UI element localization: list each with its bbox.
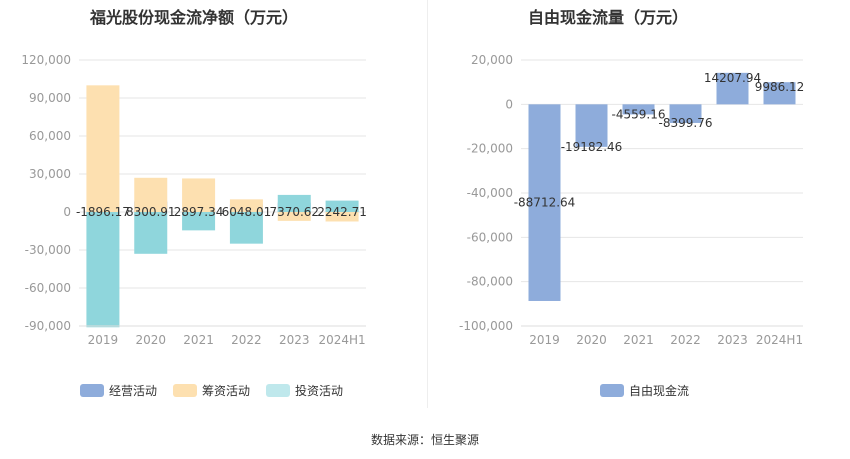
- panel-divider: [427, 0, 428, 408]
- x-tick-label: 2023: [279, 333, 310, 347]
- legend-swatch-investing: [266, 384, 291, 397]
- bar-right-s0-2019: [528, 104, 561, 301]
- bar-right-s0-2020: [575, 104, 608, 147]
- data-label: -19182.46: [561, 140, 623, 154]
- legend-label-free-cash-flow: 自由现金流: [629, 384, 690, 398]
- left-chart-title: 福光股份现金流净额（万元）: [90, 8, 299, 27]
- y-tick-label: -60,000: [467, 230, 513, 244]
- bar-left-s2-2022: [229, 212, 263, 244]
- legend-swatch-operating: [80, 384, 104, 397]
- y-tick-label: 0: [505, 97, 513, 111]
- bar-left-s1-2020: [134, 177, 168, 212]
- x-tick-label: 2024H1: [318, 333, 365, 347]
- right-chart: 20,000 0 -20,000 -40,000 -60,000 -80,000 -100,…: [459, 53, 805, 347]
- y-tick-label: -80,000: [467, 275, 513, 289]
- y-tick-label: 0: [63, 205, 71, 219]
- data-source: 数据来源：恒生聚源: [370, 433, 479, 447]
- legend-label-investing: 投资活动: [295, 384, 344, 398]
- left-chart: 120,000 90,000 60,000 30,000 0 -30,000 -60,000…: [21, 53, 367, 347]
- y-tick-label: -30,000: [25, 243, 71, 257]
- bar-left-s1-2021: [182, 178, 216, 212]
- data-label: 6048.01: [222, 205, 272, 219]
- legend-item-operating[interactable]: 经营活动: [80, 382, 157, 399]
- bar-left-s1-2022: [229, 199, 263, 212]
- legend-label-financing: 筹资活动: [202, 384, 251, 398]
- bar-right-s0-2021: [622, 104, 655, 115]
- data-label: -4559.16: [612, 107, 666, 121]
- y-tick-label: 60,000: [29, 129, 71, 143]
- data-label: 2242.71: [317, 205, 367, 219]
- data-label: -8399.76: [659, 116, 713, 130]
- x-tick-label: 2022: [231, 333, 262, 347]
- y-tick-label: -20,000: [467, 142, 513, 156]
- data-label: 2897.34: [174, 205, 224, 219]
- data-label: 9986.12: [755, 80, 805, 94]
- y-tick-label: -100,000: [459, 319, 513, 333]
- x-tick-label: 2020: [135, 333, 166, 347]
- legend-swatch-free-cash-flow: [600, 384, 624, 397]
- y-tick-label: 90,000: [29, 91, 71, 105]
- x-tick-label: 2023: [717, 333, 748, 347]
- bar-right-s0-2022: [669, 104, 702, 123]
- x-tick-label: 2021: [623, 333, 654, 347]
- legend-item-investing[interactable]: 投资活动: [266, 382, 343, 399]
- right-chart-title: 自由现金流量（万元）: [528, 8, 689, 27]
- y-tick-label: 20,000: [471, 53, 513, 67]
- legend-item-financing[interactable]: 筹资活动: [173, 382, 250, 399]
- legend-label-operating: 经营活动: [109, 384, 158, 398]
- x-tick-label: 2020: [576, 333, 607, 347]
- right-legend: 自由现金流: [600, 382, 705, 399]
- data-label: 14207.94: [704, 71, 761, 85]
- x-tick-label: 2022: [670, 333, 701, 347]
- y-tick-label: -90,000: [25, 319, 71, 333]
- bar-left-s2-2021: [182, 212, 216, 231]
- bar-right-s0-2024H1: [763, 82, 796, 105]
- legend-item-free-cash-flow[interactable]: 自由现金流: [600, 382, 689, 399]
- y-tick-label: 30,000: [29, 167, 71, 181]
- bar-left-s2-2019: [86, 212, 120, 328]
- data-label: 7370.62: [269, 205, 319, 219]
- x-tick-label: 2021: [183, 333, 214, 347]
- bar-left-s2-2024H1: [325, 200, 359, 212]
- y-tick-label: -60,000: [25, 281, 71, 295]
- legend-swatch-financing: [173, 384, 198, 397]
- y-tick-label: 120,000: [21, 53, 71, 67]
- y-tick-label: -40,000: [467, 186, 513, 200]
- data-label: 8300.91: [126, 205, 176, 219]
- bar-right-s0-2023: [716, 72, 749, 105]
- bar-left-s1-2024H1: [325, 212, 359, 222]
- x-tick-label: 2019: [88, 333, 119, 347]
- bar-left-s1-2019: [86, 85, 120, 212]
- left-legend: 经营活动 筹资活动 投资活动: [80, 382, 359, 399]
- data-label: -1896.17: [76, 205, 130, 219]
- data-label: -88712.64: [514, 196, 576, 210]
- bar-left-s2-2020: [134, 212, 168, 254]
- bar-left-s1-2023: [277, 212, 311, 221]
- x-tick-label: 2024H1: [756, 333, 803, 347]
- x-tick-label: 2019: [529, 333, 560, 347]
- bar-left-s2-2023: [277, 194, 311, 212]
